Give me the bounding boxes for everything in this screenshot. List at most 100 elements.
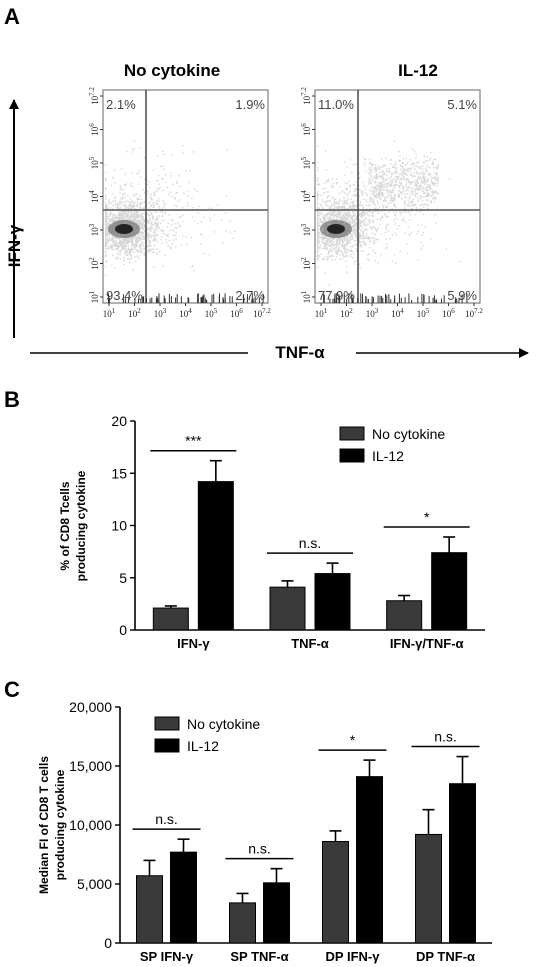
x-tick-label: 101 <box>315 307 328 319</box>
bar-il12 <box>197 481 234 631</box>
legend-label: IL-12 <box>372 448 404 464</box>
y-tick-label: 5,000 <box>77 876 112 892</box>
y-tick-label: 102 <box>88 257 100 270</box>
flow-x-axis-title: TNF-α <box>275 343 325 362</box>
quadrant-upper-left: 2.1% <box>106 97 136 112</box>
y-tick-label: 10 <box>111 518 127 534</box>
bar-il12 <box>263 882 290 944</box>
x-tick-label: 102 <box>128 307 141 319</box>
y-tick-label: 0 <box>119 622 127 638</box>
bar-no-cytokine <box>386 600 423 631</box>
y-tick-label: 0 <box>104 935 112 951</box>
bar-no-cytokine <box>269 586 306 631</box>
event-rug-ticks <box>323 293 468 303</box>
category-label: DP TNF-α <box>416 949 475 964</box>
x-tick-label: 101 <box>103 307 116 319</box>
significance-label: * <box>350 732 356 748</box>
bar-il12 <box>170 851 197 944</box>
legend-label: No cytokine <box>372 426 445 442</box>
y-tick-label: 103 <box>300 223 312 236</box>
y-tick-label: 101 <box>88 290 100 303</box>
y-tick-label: 106 <box>88 123 100 136</box>
significance-label: * <box>424 509 430 525</box>
y-tick-label: 104 <box>88 190 100 203</box>
legend-swatch <box>154 738 180 753</box>
x-tick-label: 103 <box>366 307 379 319</box>
x-tick-label: 104 <box>179 307 192 319</box>
panel-label-c: C <box>4 677 20 702</box>
chart-b-y-title-line2: producing cytokine <box>74 470 88 581</box>
y-tick-label: 10,000 <box>69 817 112 833</box>
y-tick-label: 101 <box>300 290 312 303</box>
category-label: SP TNF-α <box>230 949 288 964</box>
bar-il12 <box>356 776 383 944</box>
y-tick-label: 105 <box>300 156 312 169</box>
quadrant-lower-right: 5.9% <box>447 288 477 303</box>
bar-no-cytokine <box>152 607 189 631</box>
quadrant-lower-left: 77.9% <box>318 288 355 303</box>
x-tick-label: 105 <box>417 307 430 319</box>
significance-label: n.s. <box>434 729 457 745</box>
density-core <box>327 224 345 234</box>
x-tick-label: 105 <box>205 307 218 319</box>
bar-chart-percent-cd8: 0 5 10 15 20 IFN-γ *** TNF-α n.s. IFN-γ/TNF-α * No … <box>111 413 485 651</box>
significance-label: *** <box>185 433 202 449</box>
category-label: IFN-γ <box>177 636 210 651</box>
y-tick-label: 102 <box>300 257 312 270</box>
y-tick-label: 103 <box>88 223 100 236</box>
bar-il12 <box>314 573 351 631</box>
x-tick-label: 106 <box>442 307 455 319</box>
y-tick-label: 107.2 <box>88 87 100 105</box>
quadrant-lower-right: 2.7% <box>235 288 265 303</box>
x-tick-label: 102 <box>340 307 353 319</box>
legend-label: No cytokine <box>187 716 260 732</box>
significance-label: n.s. <box>155 811 178 827</box>
bar-il12 <box>431 552 468 631</box>
legend-swatch <box>339 448 365 463</box>
bar-no-cytokine <box>136 875 163 944</box>
bar-no-cytokine <box>229 902 256 944</box>
x-tick-label: 104 <box>391 307 404 319</box>
density-cloud <box>317 140 461 286</box>
y-tick-label: 105 <box>88 156 100 169</box>
legend-swatch <box>154 716 180 731</box>
flow-plot-il12: 101 102 103 104 105 106 107.2 101 102 103 104 105 10… <box>300 87 483 319</box>
quadrant-lower-left: 93.4% <box>106 288 143 303</box>
y-tick-label: 20,000 <box>69 699 112 715</box>
bar-chart-median-fi: 0 5,000 10,000 15,000 20,000 SP IFN-γ n.s. SP T… <box>69 699 492 964</box>
panel-label-b: B <box>4 387 20 412</box>
category-label: TNF-α <box>291 636 329 651</box>
bar-no-cytokine <box>322 841 349 944</box>
quadrant-upper-left: 11.0% <box>318 97 354 112</box>
y-tick-label: 107.2 <box>300 87 312 105</box>
y-tick-label: 15,000 <box>69 758 112 774</box>
y-tick-label: 104 <box>300 190 312 203</box>
flow-y-axis-title: IFN-γ <box>5 224 24 267</box>
legend-label: IL-12 <box>187 738 219 754</box>
panel-label-a: A <box>4 4 20 29</box>
quadrant-upper-right: 1.9% <box>235 97 265 112</box>
flow-plot-title-2: IL-12 <box>398 61 438 80</box>
legend-swatch <box>339 426 365 441</box>
category-label: DP IFN-γ <box>326 949 381 964</box>
x-tick-label: 107.2 <box>253 307 271 319</box>
y-tick-label: 15 <box>111 465 127 481</box>
flow-plot-no-cytokine: 101 102 103 104 105 106 107.2 101 102 103 104 105 10… <box>88 87 271 319</box>
bar-no-cytokine <box>415 833 442 944</box>
quadrant-upper-right: 5.1% <box>447 97 477 112</box>
y-tick-label: 5 <box>119 570 127 586</box>
category-label: IFN-γ/TNF-α <box>390 636 464 651</box>
bar-il12 <box>449 783 476 944</box>
flow-plot-title-1: No cytokine <box>124 61 220 80</box>
event-rug-ticks <box>108 293 264 303</box>
chart-b-y-title-line1: % of CD8 Tcells <box>58 481 72 570</box>
significance-label: n.s. <box>299 535 322 551</box>
y-tick-label: 106 <box>300 123 312 136</box>
chart-c-y-title-line1: Median FI of CD8 T cells <box>37 756 51 894</box>
x-tick-label: 106 <box>230 307 243 319</box>
y-tick-label: 20 <box>111 413 127 429</box>
x-tick-label: 103 <box>154 307 167 319</box>
x-tick-label: 107.2 <box>465 307 483 319</box>
significance-label: n.s. <box>248 841 271 857</box>
